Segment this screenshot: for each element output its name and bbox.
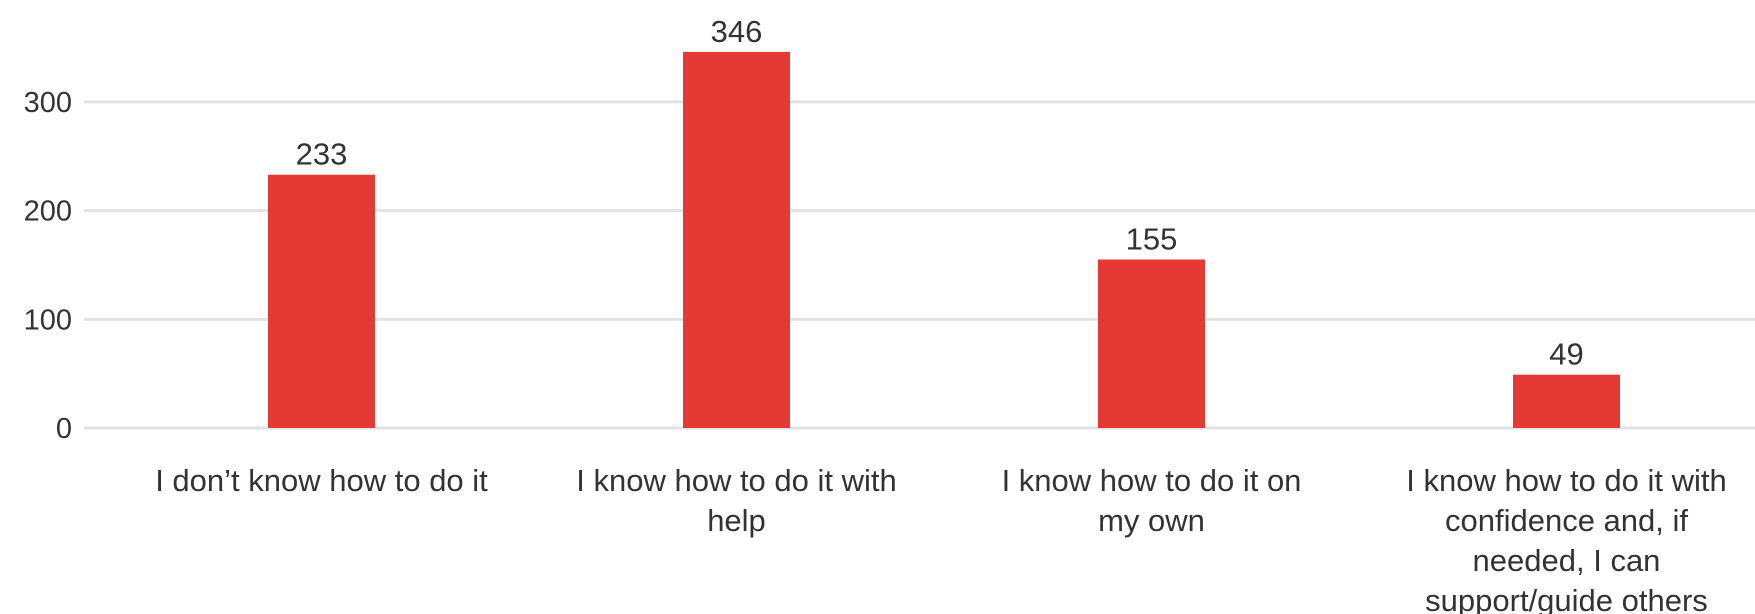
data-label: 233 (296, 137, 348, 172)
bar (1513, 374, 1620, 428)
bars (268, 51, 1620, 428)
category-label: I know how to do it on my own (1002, 463, 1302, 538)
y-tick-label: 100 (24, 304, 72, 336)
category-label-line: needed, I can (1473, 543, 1661, 578)
category-label: I don’t know how to do it (155, 463, 488, 498)
category-label-line: I know how to do it on (1002, 463, 1302, 498)
category-labels: I don’t know how to do it I know how to d… (155, 463, 1727, 614)
category-label-line: confidence and, if (1445, 503, 1688, 538)
category-label-line: my own (1098, 503, 1205, 538)
category-label-line: I know how to do it with (576, 463, 897, 498)
data-label: 49 (1549, 337, 1583, 372)
category-label-line: I don’t know how to do it (155, 463, 488, 498)
y-axis-ticks: 0 100 200 300 (24, 87, 72, 445)
y-tick-label: 200 (24, 196, 72, 228)
data-label: 155 (1126, 222, 1178, 257)
category-label-line: help (707, 503, 766, 538)
bar (683, 51, 790, 428)
y-tick-label: 0 (56, 413, 72, 445)
category-label: I know how to do it with help (576, 463, 897, 538)
y-tick-label: 300 (24, 87, 72, 119)
bar (1098, 259, 1205, 428)
data-labels: 233 346 155 49 (296, 14, 1584, 372)
category-label: I know how to do it with confidence and, … (1406, 463, 1727, 614)
data-label: 346 (711, 14, 763, 49)
category-label-line: support/guide others (1425, 583, 1708, 614)
category-label-line: I know how to do it with (1406, 463, 1727, 498)
bar (268, 174, 375, 428)
